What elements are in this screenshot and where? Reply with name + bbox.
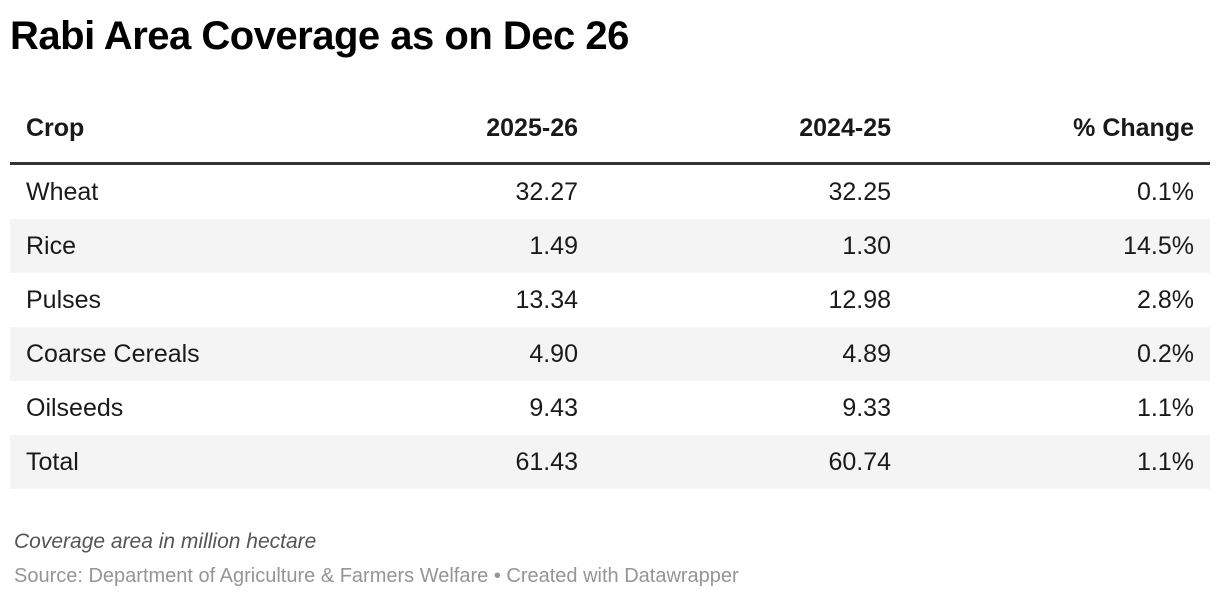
cell-2025-26: 32.27 <box>515 178 578 206</box>
cell-2024-25: 12.98 <box>828 286 891 314</box>
cell-pct-change: 2.8% <box>1137 286 1194 314</box>
cell-pct-change: 0.2% <box>1137 340 1194 368</box>
cell-crop: Pulses <box>26 286 102 314</box>
table-header: Crop 2025-26 2024-25 % Change <box>10 90 1210 165</box>
cell-crop: Oilseeds <box>26 394 124 422</box>
cell-2024-25: 9.33 <box>842 394 891 422</box>
column-header-2024-25: 2024-25 <box>594 90 907 165</box>
chart-container: Rabi Area Coverage as on Dec 26 Crop 202… <box>10 14 1210 589</box>
cell-crop: Wheat <box>26 178 99 206</box>
table-row-total: Total 61.43 60.74 1.1% <box>10 435 1210 489</box>
chart-title: Rabi Area Coverage as on Dec 26 <box>10 14 629 58</box>
column-header-crop: Crop <box>10 90 370 165</box>
table-row-oilseeds: Oilseeds 9.43 9.33 1.1% <box>10 381 1210 435</box>
cell-2025-26: 4.90 <box>529 340 578 368</box>
chart-footer: Coverage area in million hectare Source:… <box>10 529 1210 589</box>
cell-crop: Rice <box>26 232 77 260</box>
cell-2025-26: 61.43 <box>515 448 578 476</box>
cell-2025-26: 9.43 <box>529 394 578 422</box>
column-header-2025-26: 2025-26 <box>370 90 594 165</box>
cell-pct-change: 0.1% <box>1137 178 1194 206</box>
cell-2024-25: 32.25 <box>828 178 891 206</box>
header-row: Crop 2025-26 2024-25 % Change <box>10 90 1210 165</box>
table-row-wheat: Wheat 32.27 32.25 0.1% <box>10 164 1210 220</box>
cell-pct-change: 14.5% <box>1123 232 1194 260</box>
cell-2024-25: 4.89 <box>842 340 891 368</box>
cell-2024-25: 1.30 <box>842 232 891 260</box>
cell-2025-26: 1.49 <box>529 232 578 260</box>
cell-2025-26: 13.34 <box>515 286 578 314</box>
table-row-pulses: Pulses 13.34 12.98 2.8% <box>10 273 1210 327</box>
cell-crop: Total <box>26 448 79 476</box>
data-table: Crop 2025-26 2024-25 % Change Wheat 32.2… <box>10 90 1210 489</box>
cell-2024-25: 60.74 <box>828 448 891 476</box>
chart-note: Coverage area in million hectare <box>14 530 317 553</box>
chart-source: Source: Department of Agriculture & Farm… <box>14 565 739 587</box>
cell-pct-change: 1.1% <box>1137 394 1194 422</box>
table-row-rice: Rice 1.49 1.30 14.5% <box>10 219 1210 273</box>
column-header-pct-change: % Change <box>907 90 1210 165</box>
cell-crop: Coarse Cereals <box>26 340 200 368</box>
table-body: Wheat 32.27 32.25 0.1% Rice 1.49 1.30 14… <box>10 164 1210 489</box>
table-row-coarse-cereals: Coarse Cereals 4.90 4.89 0.2% <box>10 327 1210 381</box>
cell-pct-change: 1.1% <box>1137 448 1194 476</box>
